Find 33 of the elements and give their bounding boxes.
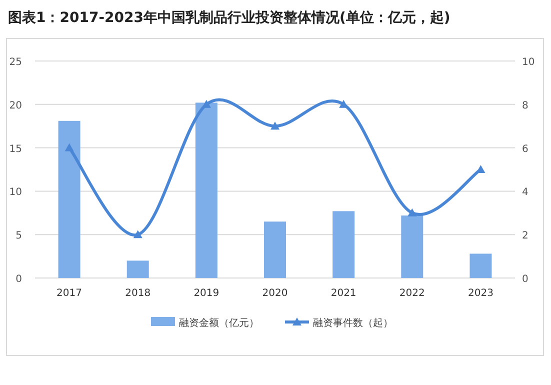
bar bbox=[58, 120, 80, 278]
point bbox=[408, 208, 417, 216]
y2-tick-label: 2 bbox=[522, 230, 528, 242]
bar bbox=[470, 254, 492, 278]
x-tick-label: 2018 bbox=[125, 288, 151, 299]
point bbox=[270, 122, 280, 130]
x-tick-label: 2017 bbox=[56, 288, 82, 299]
y-tick-label: 20 bbox=[9, 100, 22, 112]
chart-title: 图表1：2017-2023年中国乳制品行业投资整体情况(单位：亿元，起) bbox=[8, 10, 450, 26]
y2-tick-label: 6 bbox=[522, 144, 528, 155]
legend-label: 融资金额（亿元） bbox=[179, 317, 259, 329]
bar bbox=[401, 216, 424, 278]
y-tick-label: 15 bbox=[9, 144, 22, 155]
x-tick-label: 2021 bbox=[330, 288, 356, 299]
y-tick-label: 25 bbox=[9, 57, 22, 68]
point bbox=[133, 230, 142, 238]
x-tick-label: 2020 bbox=[262, 288, 288, 299]
y2-tick-label: 4 bbox=[522, 187, 528, 198]
y2-tick-label: 10 bbox=[522, 57, 535, 68]
y2-tick-label: 0 bbox=[522, 274, 528, 285]
x-tick-label: 2023 bbox=[468, 288, 494, 299]
bar bbox=[264, 222, 286, 278]
x-tick-label: 2022 bbox=[399, 288, 425, 299]
bar bbox=[126, 260, 149, 278]
y-tick-label: 5 bbox=[16, 230, 22, 242]
bar bbox=[195, 102, 218, 278]
point bbox=[64, 143, 74, 152]
y-tick-label: 10 bbox=[9, 187, 22, 198]
y2-tick-label: 8 bbox=[522, 100, 528, 112]
legend-label: 融资事件数（起） bbox=[313, 317, 393, 329]
x-tick-label: 2019 bbox=[194, 288, 220, 299]
bar bbox=[332, 211, 355, 278]
y-tick-label: 0 bbox=[16, 274, 22, 285]
